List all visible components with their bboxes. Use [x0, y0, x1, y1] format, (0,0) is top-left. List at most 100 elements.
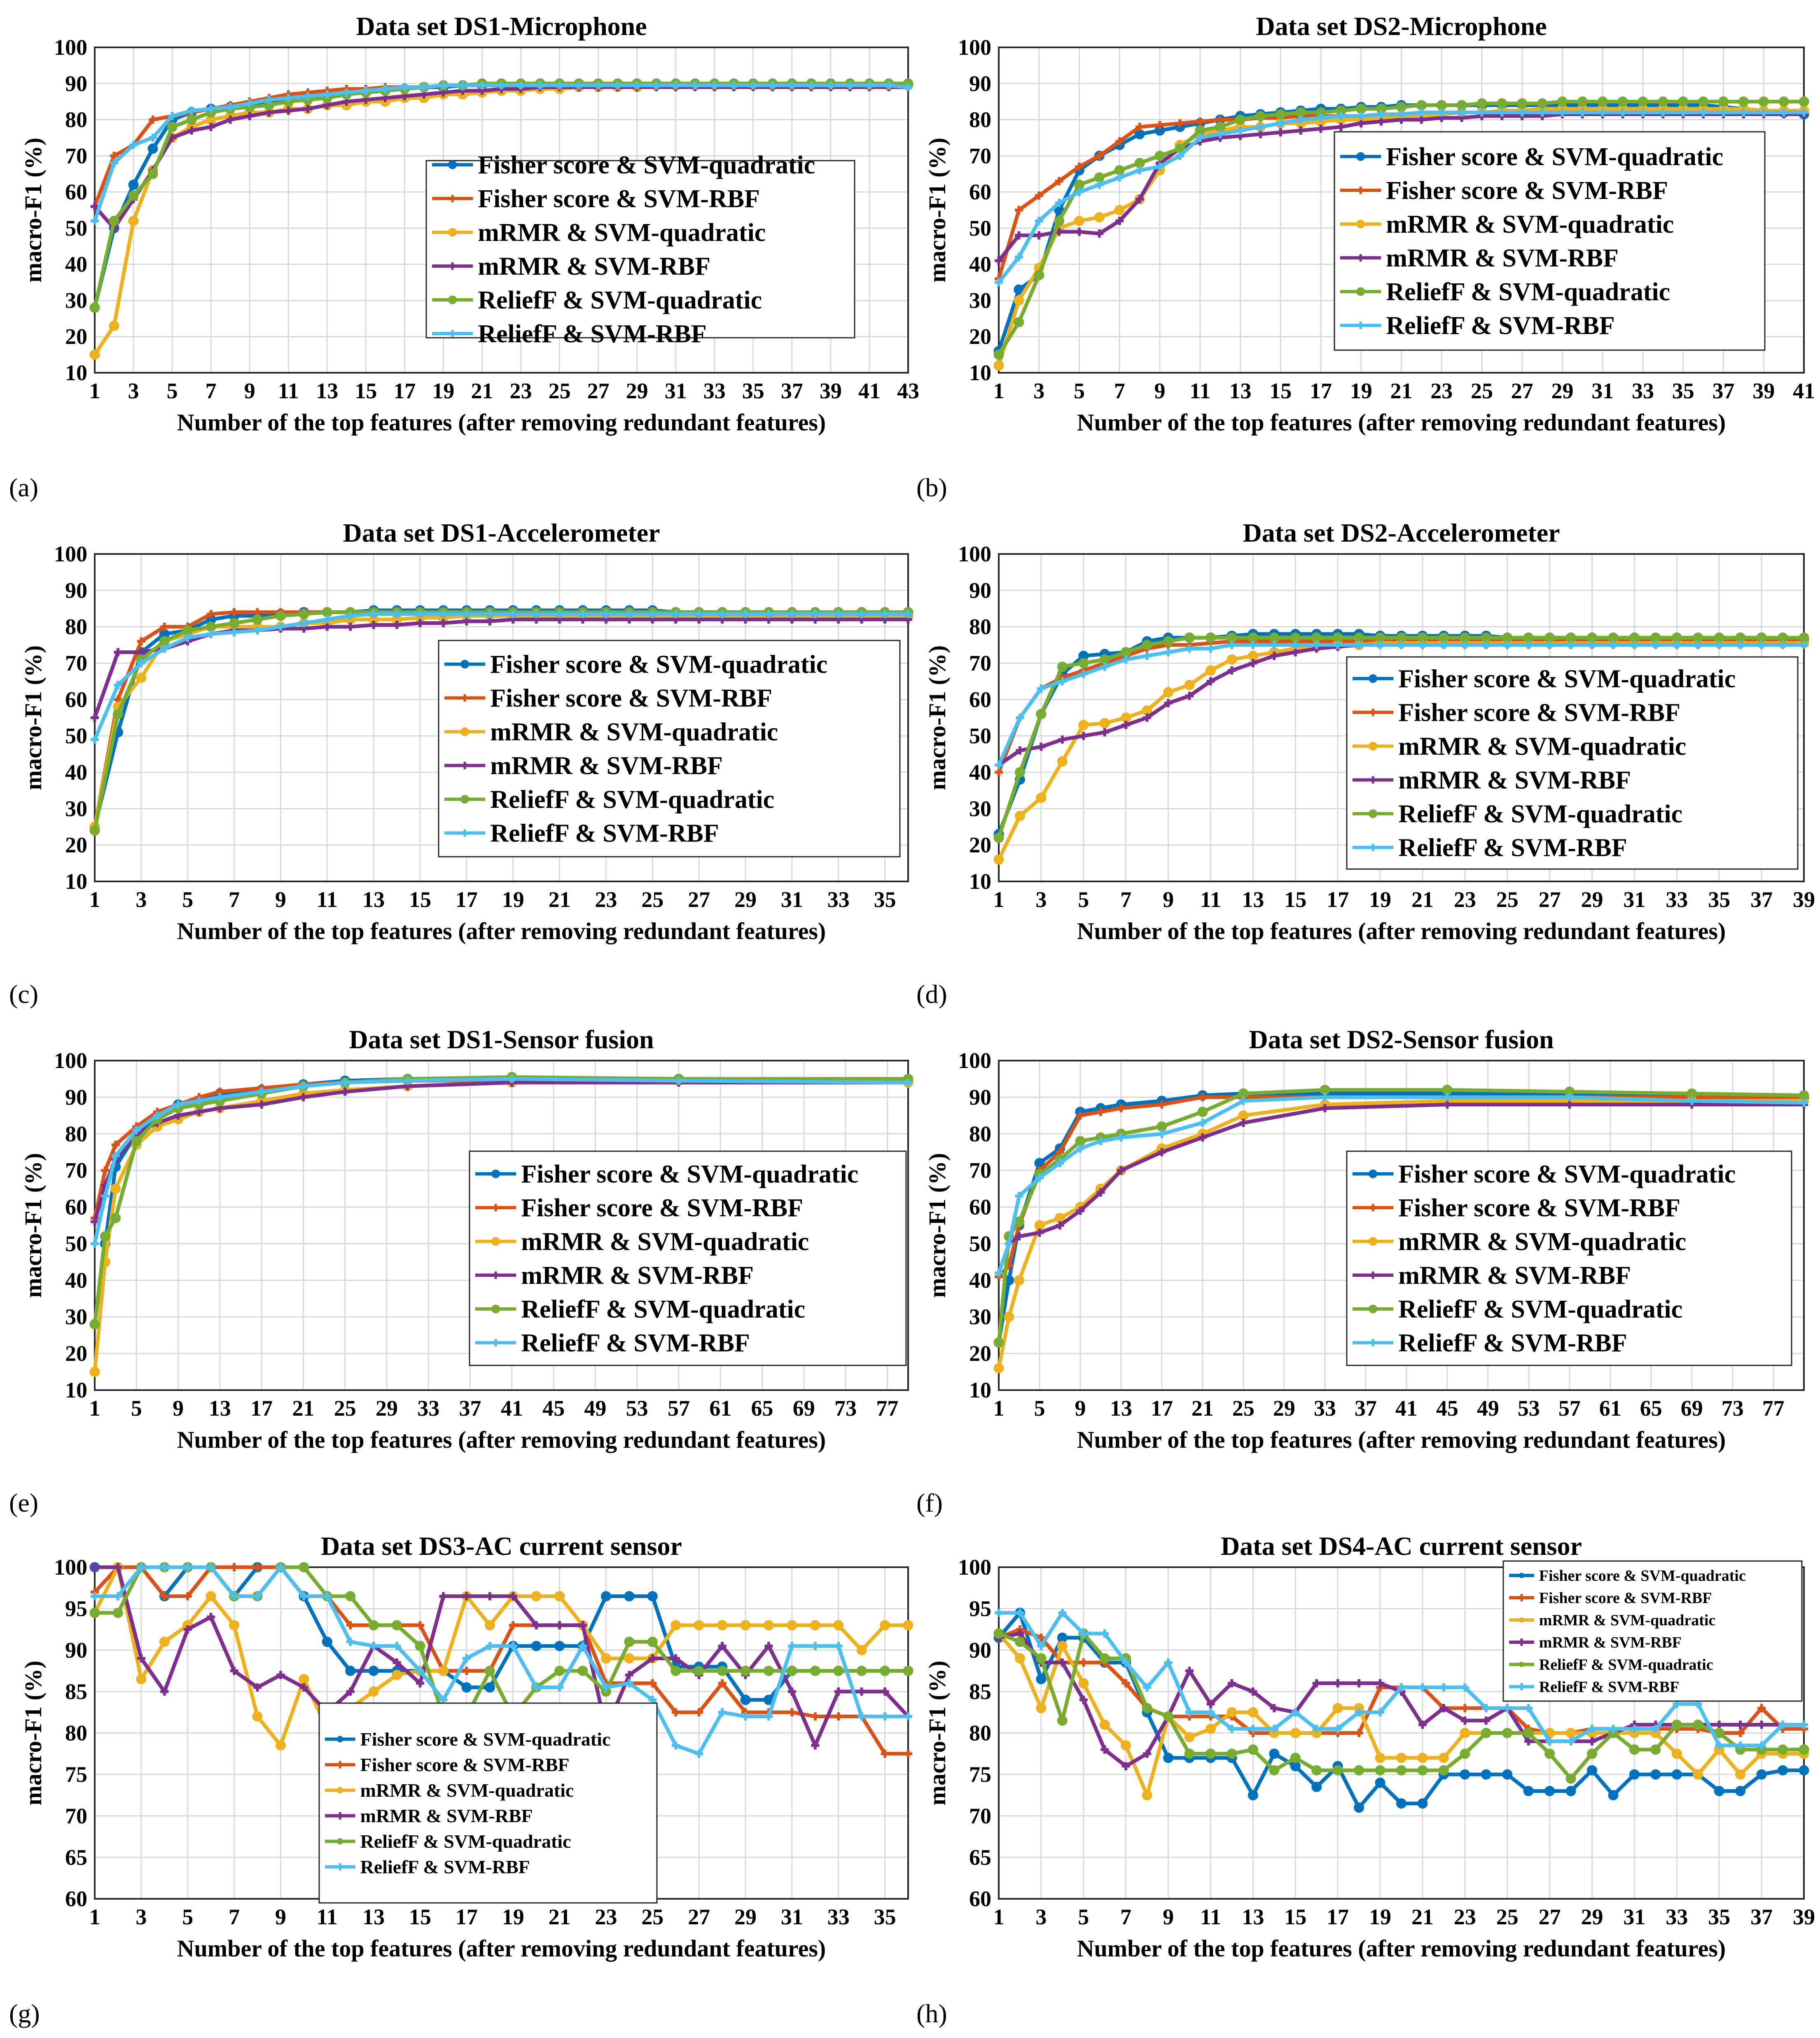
x-tick-label: 17 [393, 379, 416, 403]
data-point [1357, 119, 1365, 128]
data-point [1312, 1725, 1321, 1733]
data-point [1311, 1781, 1322, 1792]
x-tick-label: 31 [665, 379, 687, 403]
data-point [671, 1654, 680, 1663]
data-point [1699, 108, 1708, 117]
data-point [1619, 108, 1627, 117]
x-tick-label: 13 [362, 887, 385, 912]
data-point [532, 1621, 541, 1629]
y-tick-label: 50 [65, 1231, 87, 1256]
data-point [1693, 1719, 1703, 1730]
data-point [1756, 1769, 1767, 1780]
data-point [624, 1636, 635, 1647]
legend-label: ReliefF & SVM-quadratic [521, 1295, 805, 1323]
data-point [299, 1562, 309, 1573]
data-point [128, 215, 139, 226]
data-point [1565, 1773, 1576, 1784]
legend-label: mRMR & SVM-quadratic [1398, 1228, 1686, 1256]
data-point [1481, 1728, 1491, 1738]
data-point [1375, 1777, 1385, 1788]
data-point [1078, 720, 1089, 730]
data-point [1205, 1723, 1216, 1734]
data-point [1100, 1629, 1109, 1638]
legend-marker [1519, 1573, 1524, 1578]
data-point [1115, 137, 1124, 146]
x-tick-label: 33 [1666, 1905, 1688, 1929]
data-point [1715, 640, 1724, 649]
data-point [299, 609, 309, 619]
data-point [1016, 713, 1024, 722]
x-tick-label: 25 [1496, 1905, 1519, 1929]
data-point [1096, 1108, 1105, 1116]
legend-label: mRMR & SVM-RBF [490, 752, 723, 780]
legend-label: Fisher score & SVM-quadratic [1398, 1160, 1736, 1188]
x-tick-label: 25 [641, 1905, 664, 1929]
data-point [1184, 1732, 1195, 1743]
data-point [625, 1671, 633, 1679]
data-point [1334, 640, 1342, 649]
data-point [1538, 108, 1547, 117]
x-tick-label: 41 [1395, 1396, 1418, 1421]
data-point [299, 619, 308, 627]
data-point [323, 90, 332, 99]
legend-label: ReliefF & SVM-quadratic [490, 786, 774, 814]
data-point [1249, 640, 1257, 649]
legend-box [1346, 1150, 1792, 1366]
data-point [1715, 1720, 1724, 1729]
data-point [1558, 108, 1567, 117]
legend-label: ReliefF & SVM-RBF [478, 320, 707, 348]
data-point [1698, 96, 1709, 107]
y-axis-label: macro-F1 (%) [924, 138, 951, 283]
x-tick-label: 17 [456, 887, 478, 912]
data-point [865, 81, 874, 90]
data-point [1100, 728, 1109, 736]
data-point [740, 1620, 751, 1631]
data-point [613, 81, 622, 90]
x-axis-label: Number of the top features (after removi… [177, 1426, 826, 1453]
data-point [299, 1093, 308, 1101]
data-point [1757, 1704, 1766, 1713]
data-point [1095, 180, 1104, 189]
data-point [555, 1621, 564, 1629]
data-point [695, 1708, 703, 1717]
data-point [91, 1239, 99, 1248]
x-tick-label: 7 [206, 379, 217, 403]
data-point [497, 81, 506, 90]
legend-label: Fisher score & SVM-quadratic [1386, 143, 1723, 171]
x-tick-label: 17 [456, 1905, 478, 1929]
data-point [1143, 652, 1152, 660]
x-tick-label: 29 [734, 1905, 757, 1929]
x-tick-label: 19 [502, 1905, 524, 1929]
data-point [624, 1653, 635, 1664]
data-point [648, 610, 657, 618]
data-point [362, 86, 370, 95]
data-point [995, 761, 1003, 769]
series-relieff-svm-rbf [995, 108, 1808, 287]
data-point [346, 622, 355, 631]
x-tick-label: 9 [244, 379, 255, 403]
y-tick-label: 90 [969, 71, 991, 96]
legend-label: ReliefF & SVM-RBF [360, 1856, 530, 1877]
data-point [1015, 1192, 1023, 1200]
data-point [207, 630, 215, 638]
data-point [1096, 1188, 1105, 1197]
legend-label: mRMR & SVM-RBF [360, 1805, 533, 1826]
data-point [1014, 767, 1025, 778]
y-tick-label: 10 [969, 360, 991, 385]
data-point [1375, 1765, 1385, 1776]
x-tick-label: 5 [131, 1396, 142, 1421]
data-point [168, 112, 177, 120]
data-point [674, 1076, 683, 1085]
data-point [1205, 665, 1216, 676]
x-tick-label: 31 [781, 887, 803, 912]
x-tick-label: 13 [362, 1905, 385, 1929]
data-point [694, 1620, 704, 1631]
data-point [691, 81, 699, 90]
data-point [91, 735, 99, 744]
data-point [229, 1620, 240, 1631]
series-line [95, 1565, 908, 1756]
data-point [903, 1620, 914, 1631]
data-point [1650, 1769, 1661, 1780]
data-point [694, 1666, 704, 1676]
data-point [1014, 206, 1023, 214]
